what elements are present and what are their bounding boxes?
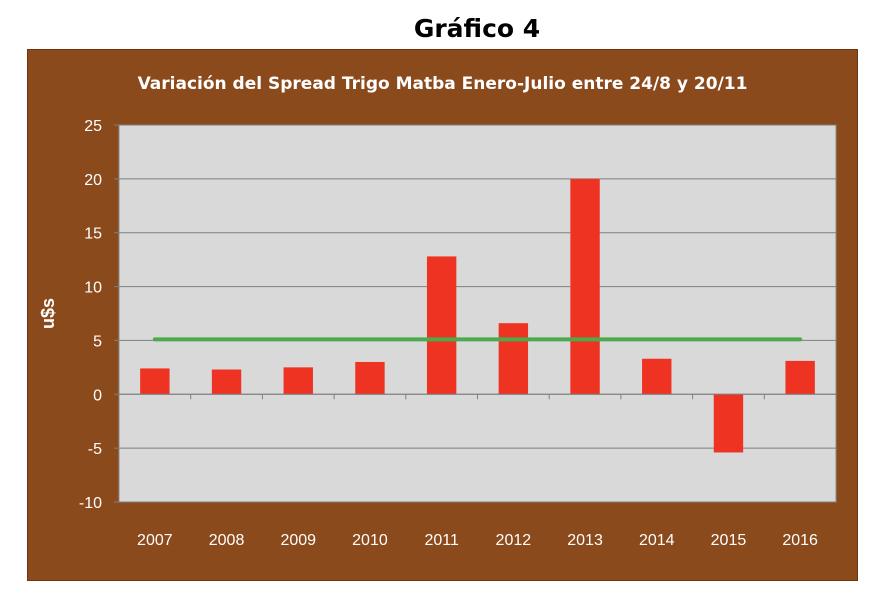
bar-2015 bbox=[713, 394, 744, 453]
y-tick-label: 25 bbox=[84, 118, 102, 135]
x-tick-label: 2014 bbox=[639, 532, 675, 549]
x-tick-label: 2016 bbox=[782, 532, 818, 549]
bar-2013 bbox=[570, 178, 600, 395]
figure-title: Gráfico 4 bbox=[413, 14, 541, 43]
x-tick-label: 2013 bbox=[567, 532, 603, 549]
y-tick-label: 5 bbox=[93, 333, 102, 350]
x-tick-label: 2007 bbox=[137, 532, 173, 549]
y-tick-label: -10 bbox=[79, 495, 102, 512]
bar-2009 bbox=[283, 367, 313, 395]
chart-title: Variación del Spread Trigo Matba Enero-J… bbox=[137, 74, 748, 94]
bar-2007 bbox=[140, 368, 170, 395]
y-tick-label: 0 bbox=[93, 387, 102, 404]
x-tick-label: 2015 bbox=[711, 532, 747, 549]
y-tick-label: 20 bbox=[84, 172, 102, 189]
bar-2008 bbox=[211, 369, 242, 395]
y-tick-label: 15 bbox=[84, 226, 102, 243]
bar-2014 bbox=[642, 358, 672, 395]
x-tick-label: 2012 bbox=[496, 532, 532, 549]
bar-2016 bbox=[785, 360, 815, 395]
bar-2010 bbox=[355, 361, 385, 395]
y-axis-label: u$s bbox=[38, 298, 58, 329]
y-tick-label: 10 bbox=[84, 280, 102, 297]
x-tick-label: 2008 bbox=[209, 532, 245, 549]
x-tick-label: 2010 bbox=[352, 532, 388, 549]
x-tick-label: 2011 bbox=[424, 532, 459, 549]
x-tick-label: 2009 bbox=[280, 532, 316, 549]
bar-2012 bbox=[498, 323, 529, 395]
y-tick-label: -5 bbox=[88, 441, 102, 458]
bar-2011 bbox=[426, 256, 457, 395]
